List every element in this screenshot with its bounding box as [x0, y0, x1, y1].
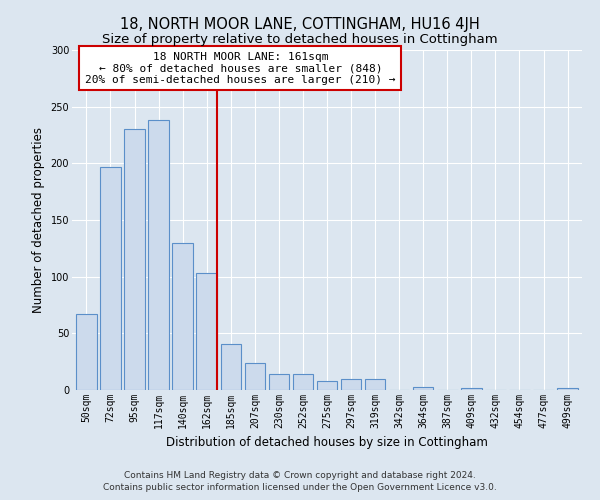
- Text: 18, NORTH MOOR LANE, COTTINGHAM, HU16 4JH: 18, NORTH MOOR LANE, COTTINGHAM, HU16 4J…: [120, 18, 480, 32]
- Y-axis label: Number of detached properties: Number of detached properties: [32, 127, 45, 313]
- Bar: [461, 388, 482, 390]
- Bar: [317, 381, 337, 390]
- Text: 18 NORTH MOOR LANE: 161sqm
← 80% of detached houses are smaller (848)
20% of sem: 18 NORTH MOOR LANE: 161sqm ← 80% of deta…: [85, 52, 395, 85]
- Bar: [413, 386, 433, 390]
- Bar: [557, 388, 578, 390]
- Bar: [196, 274, 217, 390]
- Bar: [245, 363, 265, 390]
- X-axis label: Distribution of detached houses by size in Cottingham: Distribution of detached houses by size …: [166, 436, 488, 450]
- Bar: [148, 120, 169, 390]
- Bar: [269, 374, 289, 390]
- Bar: [124, 130, 145, 390]
- Text: Contains HM Land Registry data © Crown copyright and database right 2024.
Contai: Contains HM Land Registry data © Crown c…: [103, 471, 497, 492]
- Text: Size of property relative to detached houses in Cottingham: Size of property relative to detached ho…: [102, 32, 498, 46]
- Bar: [341, 378, 361, 390]
- Bar: [293, 374, 313, 390]
- Bar: [76, 314, 97, 390]
- Bar: [221, 344, 241, 390]
- Bar: [365, 378, 385, 390]
- Bar: [172, 242, 193, 390]
- Bar: [100, 166, 121, 390]
